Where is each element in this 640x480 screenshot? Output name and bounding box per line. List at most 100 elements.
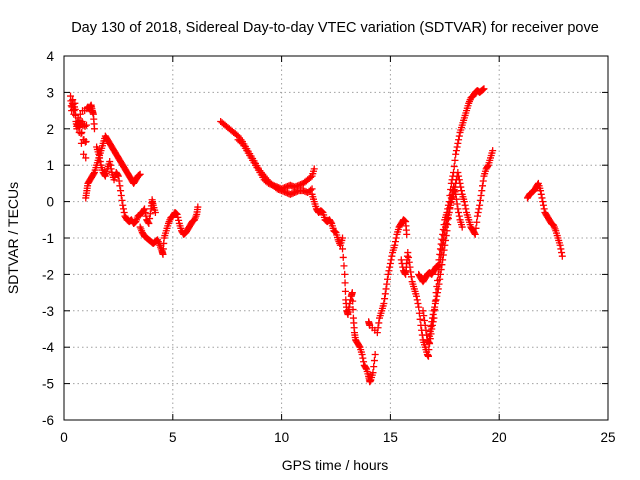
data-point	[107, 165, 115, 173]
data-point	[71, 105, 79, 113]
data-point	[474, 209, 482, 217]
data-point	[355, 342, 363, 350]
y-tick-label: -4	[42, 340, 54, 355]
data-point	[414, 300, 422, 308]
data-point	[381, 290, 389, 298]
data-point	[359, 354, 367, 362]
data-point	[405, 258, 413, 266]
data-point	[475, 205, 483, 213]
data-point	[479, 177, 487, 185]
data-point	[428, 321, 436, 329]
data-point	[341, 279, 349, 287]
data-point	[538, 194, 546, 202]
data-point	[430, 307, 438, 315]
data-point	[96, 158, 104, 166]
data-point	[460, 198, 468, 206]
data-point	[461, 201, 469, 209]
data-point	[391, 238, 399, 246]
data-point	[307, 186, 315, 194]
data-point	[77, 130, 85, 138]
data-point	[78, 118, 86, 126]
data-point	[447, 185, 455, 193]
data-point	[433, 292, 441, 300]
data-point	[413, 296, 421, 304]
data-point	[429, 318, 437, 326]
data-point	[426, 335, 434, 343]
data-point	[436, 245, 444, 253]
data-point	[425, 338, 433, 346]
data-point	[442, 219, 450, 227]
data-point	[436, 261, 444, 269]
x-tick-label: 15	[383, 430, 398, 445]
data-point	[374, 324, 382, 332]
data-point	[556, 241, 564, 249]
data-point	[434, 270, 442, 278]
data-point	[453, 143, 461, 151]
data-point	[387, 256, 395, 264]
data-point	[429, 310, 437, 318]
data-point	[146, 210, 154, 218]
data-point	[438, 246, 446, 254]
y-tick-labels: -6 -5 -4 -3 -2 -1 0 1 2 3 4	[42, 49, 55, 428]
data-point	[415, 309, 423, 317]
data-point	[391, 241, 399, 249]
data-point	[327, 218, 335, 226]
data-point	[116, 182, 124, 190]
data-point	[237, 138, 245, 146]
data-point	[473, 218, 481, 226]
data-point	[381, 295, 389, 303]
data-point	[431, 306, 439, 314]
data-point	[558, 252, 566, 260]
y-tick-label: -2	[42, 267, 54, 282]
data-point	[434, 276, 442, 284]
data-point	[457, 187, 465, 195]
data-point	[407, 268, 415, 276]
data-point	[141, 205, 149, 213]
data-point	[115, 177, 123, 185]
data-point	[471, 229, 479, 237]
data-point	[420, 312, 428, 320]
y-tick-label: 2	[46, 122, 54, 137]
y-axis-label: SDTVAR / TECUs	[5, 182, 21, 294]
data-point	[90, 125, 98, 133]
data-point	[439, 230, 447, 238]
data-point	[421, 321, 429, 329]
data-point	[106, 161, 114, 169]
data-point	[446, 205, 454, 213]
data-point	[430, 314, 438, 322]
data-point	[405, 253, 413, 261]
data-point	[403, 230, 411, 238]
data-point	[406, 263, 414, 271]
data-point	[478, 187, 486, 195]
data-point	[119, 205, 127, 213]
data-point	[419, 307, 427, 315]
data-point	[441, 227, 449, 235]
data-point	[427, 330, 435, 338]
data-point	[432, 296, 440, 304]
data-point	[370, 357, 378, 365]
data-point	[439, 236, 447, 244]
x-tick-label: 25	[600, 430, 615, 445]
data-point	[101, 171, 109, 179]
data-point	[383, 280, 391, 288]
data-point	[438, 235, 446, 243]
data-point	[539, 201, 547, 209]
data-point	[194, 203, 202, 211]
data-point	[71, 99, 79, 107]
data-point	[80, 150, 88, 158]
data-point	[433, 283, 441, 291]
x-tick-label: 20	[492, 430, 507, 445]
data-point	[392, 234, 400, 242]
x-tick-label: 0	[60, 430, 68, 445]
data-point	[537, 190, 545, 198]
y-tick-label: -3	[42, 304, 54, 319]
data-point	[420, 317, 428, 325]
data-point	[432, 289, 440, 297]
data-point	[345, 303, 353, 311]
data-point	[457, 183, 465, 191]
data-point	[175, 216, 183, 224]
data-point	[489, 147, 497, 155]
data-point	[77, 139, 85, 147]
data-point	[442, 223, 450, 231]
